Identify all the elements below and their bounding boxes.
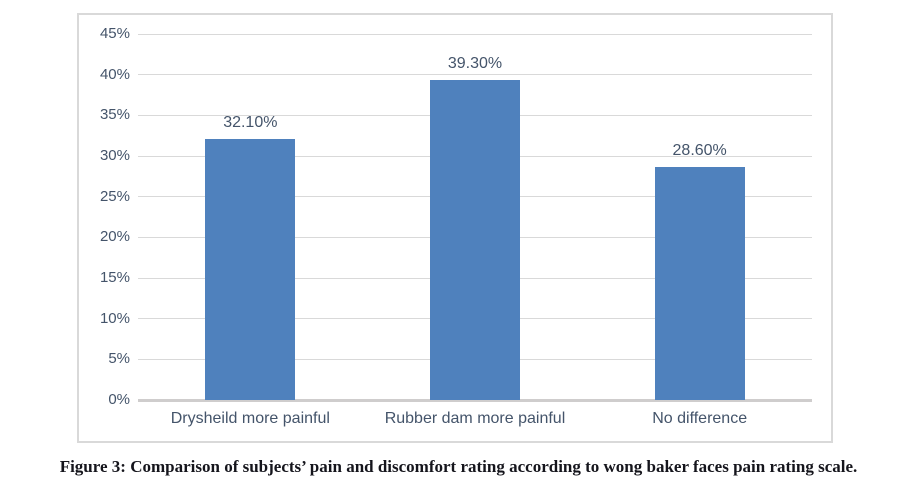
x-category-label: Rubber dam more painful <box>384 410 566 427</box>
y-tick-label: 25% <box>99 187 130 205</box>
y-tick-label: 10% <box>99 309 130 327</box>
y-tick-label: 30% <box>99 147 130 164</box>
bar-value-label: 32.10% <box>223 113 278 131</box>
y-tick-label: 35% <box>99 106 130 124</box>
x-category-label: Drysheild more painful <box>170 410 330 427</box>
x-axis-line <box>138 399 812 402</box>
y-tick-label: 0% <box>108 391 130 408</box>
bar <box>654 167 745 400</box>
gridline <box>138 33 812 35</box>
y-tick-label: 5% <box>108 350 130 368</box>
y-tick-label: 40% <box>99 65 130 83</box>
bar <box>205 138 296 400</box>
y-tick-label: 20% <box>99 228 130 246</box>
chart-frame: 0% 5% 10% 15% 20% 25% 30% 35% 40% 45% 32.10% Dryshe… <box>77 13 833 443</box>
x-category-label: No difference <box>652 410 748 427</box>
plot-area: 0% 5% 10% 15% 20% 25% 30% 35% 40% 45% 32.10% Dryshe… <box>100 25 812 427</box>
figure-caption: Figure 3: Comparison of subjects’ pain a… <box>59 457 858 476</box>
y-tick-label: 15% <box>99 269 130 286</box>
gridline <box>138 74 812 76</box>
y-tick-label: 45% <box>99 25 130 42</box>
bar-value-label: 28.60% <box>672 142 727 160</box>
bar <box>430 80 520 400</box>
bar-value-label: 39.30% <box>447 55 503 73</box>
